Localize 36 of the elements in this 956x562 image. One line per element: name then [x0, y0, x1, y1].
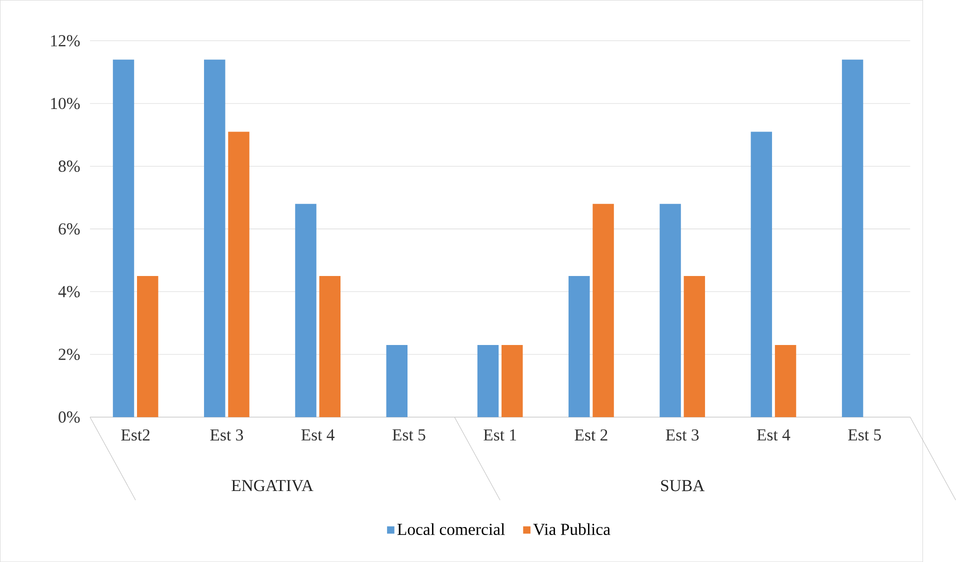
text: ENGATIVA — [232, 480, 314, 492]
bar — [228, 132, 250, 418]
x-tick-label: Est 4 — [301, 429, 335, 440]
bar — [592, 204, 614, 418]
bar — [204, 60, 226, 418]
x-tick-label: Est 4 — [757, 429, 790, 440]
x-tick-label: Est 3 — [210, 429, 243, 441]
bar — [502, 344, 523, 418]
bar — [660, 204, 681, 418]
y-tick-label: 8% — [58, 160, 80, 172]
legend-label: Local comercial — [397, 523, 505, 535]
y-tick-label: 12% — [51, 35, 80, 46]
x-tick-label: Est 1 — [484, 429, 516, 441]
text: SUBA — [661, 480, 705, 492]
bar — [137, 276, 158, 418]
bar — [568, 276, 590, 418]
bar — [774, 344, 796, 418]
bar — [295, 204, 316, 418]
x-tick-label: Est 3 — [666, 429, 699, 441]
y-tick-label: 2% — [58, 348, 80, 360]
x-tick-label: Est 5 — [848, 429, 881, 440]
y-tick-label: 4% — [58, 286, 80, 298]
x-tick-label: Est 5 — [392, 429, 426, 440]
x-tick-label: Est 2 — [574, 429, 608, 441]
legend-label: Via Publica — [533, 523, 610, 536]
bar — [842, 60, 864, 418]
y-tick-label: 10% — [51, 98, 80, 110]
bar — [112, 60, 134, 418]
bar — [319, 276, 341, 418]
bar — [477, 344, 499, 418]
bar — [750, 132, 772, 418]
y-tick-label: 6% — [58, 223, 80, 235]
bar — [684, 276, 706, 418]
y-tick-label: 0% — [58, 411, 80, 423]
x-tick-label: Est2 — [121, 429, 150, 441]
bar — [386, 344, 408, 418]
